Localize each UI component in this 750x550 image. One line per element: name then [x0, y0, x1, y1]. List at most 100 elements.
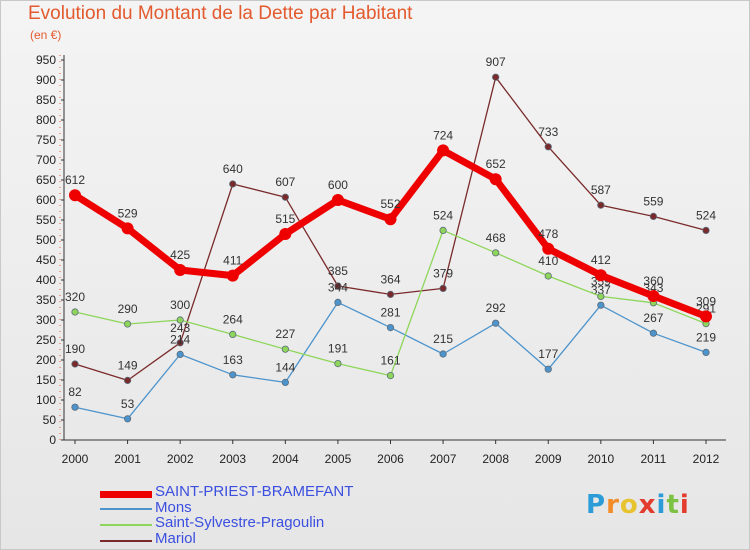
data-point-mons	[229, 371, 237, 379]
data-point-saint-sylvestre-pragoulin	[544, 272, 552, 280]
data-label-saint-sylvestre-pragoulin: 468	[486, 231, 506, 245]
y-tick-label: 200	[36, 353, 56, 367]
x-tick-label: 2006	[377, 452, 404, 466]
data-point-saint-sylvestre-pragoulin	[229, 330, 237, 338]
data-label-mons: 267	[643, 311, 663, 325]
logo-letter: o	[619, 490, 639, 520]
data-label-saint-sylvestre-pragoulin: 161	[380, 354, 400, 368]
data-point-mariol	[544, 143, 552, 151]
data-point-saint-priest-bramefant	[594, 269, 607, 282]
data-point-saint-priest-bramefant	[279, 228, 292, 240]
data-label-mariol: 587	[591, 183, 611, 197]
data-point-saint-sylvestre-pragoulin	[492, 249, 500, 257]
data-label-saint-sylvestre-pragoulin: 300	[170, 298, 190, 312]
data-point-mariol	[123, 376, 132, 384]
data-point-saint-sylvestre-pragoulin	[334, 359, 342, 368]
data-label-mons: 144	[275, 360, 295, 374]
data-label-saint-priest-bramefant: 411	[223, 254, 242, 268]
data-label-mariol: 364	[380, 272, 400, 286]
data-label-mons: 214	[170, 332, 190, 346]
y-tick-label: 400	[36, 273, 56, 287]
proxiti-logo: Proxiti	[586, 490, 690, 520]
y-tick-label: 550	[36, 213, 56, 227]
data-label-mariol: 907	[486, 55, 506, 69]
y-tick-label: 700	[36, 153, 56, 167]
data-point-saint-sylvestre-pragoulin	[281, 345, 289, 353]
data-label-saint-priest-bramefant: 600	[328, 178, 348, 192]
data-label-mons: 281	[380, 306, 400, 320]
legend-swatch-saint-priest-bramefant	[100, 491, 152, 498]
logo-letter: x	[638, 490, 657, 520]
data-point-saint-priest-bramefant	[174, 264, 187, 276]
x-tick-label: 2000	[62, 452, 89, 466]
data-label-saint-sylvestre-pragoulin: 524	[433, 208, 453, 222]
data-label-mariol: 524	[696, 208, 716, 222]
data-point-saint-priest-bramefant	[226, 269, 239, 282]
x-tick-label: 2011	[641, 452, 667, 466]
legend-label-mariol: Mariol	[155, 530, 196, 547]
data-point-saint-priest-bramefant	[647, 290, 660, 302]
y-tick-label: 450	[36, 253, 56, 267]
data-point-mariol	[334, 282, 342, 290]
data-label-mariol: 733	[538, 125, 558, 139]
data-point-saint-priest-bramefant	[542, 242, 555, 255]
data-point-saint-priest-bramefant	[489, 173, 502, 186]
data-point-saint-priest-bramefant	[69, 189, 81, 202]
data-label-mariol: 190	[65, 342, 85, 356]
data-label-saint-priest-bramefant: 515	[275, 212, 295, 226]
data-point-mariol	[281, 193, 289, 201]
data-point-saint-priest-bramefant	[437, 144, 450, 157]
data-label-saint-priest-bramefant: 309	[696, 294, 716, 308]
data-point-saint-sylvestre-pragoulin	[386, 371, 395, 380]
data-point-mariol	[229, 180, 237, 188]
data-point-saint-priest-bramefant	[121, 222, 134, 235]
data-label-mons: 219	[696, 330, 716, 344]
data-label-mariol: 385	[328, 264, 348, 278]
y-tick-label: 300	[36, 313, 56, 327]
data-point-mariol	[597, 201, 605, 209]
data-label-mons: 215	[433, 332, 453, 346]
x-tick-label: 2002	[167, 452, 194, 466]
y-tick-label: 750	[36, 133, 56, 147]
data-label-saint-priest-bramefant: 478	[538, 227, 558, 241]
data-label-saint-priest-bramefant: 425	[170, 248, 190, 262]
chart-title: Evolution du Montant de la Dette par Hab…	[28, 3, 413, 24]
data-label-saint-priest-bramefant: 652	[486, 157, 506, 171]
data-label-saint-priest-bramefant: 529	[118, 206, 138, 220]
y-tick-label: 50	[43, 413, 57, 427]
data-label-mons: 292	[486, 301, 506, 315]
data-label-mons: 177	[538, 347, 558, 361]
data-label-saint-sylvestre-pragoulin: 264	[223, 312, 243, 326]
data-point-mariol	[649, 212, 658, 220]
data-label-mariol: 379	[433, 266, 453, 280]
data-point-mariol	[71, 360, 79, 368]
data-label-saint-priest-bramefant: 724	[433, 128, 453, 142]
data-point-mons	[492, 319, 500, 327]
data-point-mons	[439, 350, 447, 358]
x-tick-label: 2009	[535, 452, 562, 466]
data-point-mons	[176, 350, 184, 358]
data-label-mons: 163	[223, 353, 243, 367]
y-tick-label: 0	[49, 433, 56, 447]
data-label-saint-sylvestre-pragoulin: 290	[118, 302, 138, 316]
data-point-saint-sylvestre-pragoulin	[439, 226, 447, 234]
x-tick-label: 2001	[114, 452, 141, 466]
x-tick-label: 2004	[272, 452, 299, 466]
legend-label-saint-priest-bramefant: SAINT-PRIEST-BRAMEFANT	[155, 483, 354, 500]
legend-label-saint-sylvestre-pragoulin: Saint-Sylvestre-Pragoulin	[155, 514, 325, 531]
data-label-mons: 82	[68, 385, 82, 399]
data-point-mons	[597, 301, 605, 309]
logo-letter: i	[679, 490, 690, 520]
logo-letter: P	[586, 490, 607, 520]
y-tick-label: 500	[36, 233, 56, 247]
data-label-mariol: 607	[275, 175, 295, 189]
data-point-mariol	[176, 339, 184, 347]
unit-label: (en €)	[30, 28, 62, 42]
data-point-mariol	[386, 290, 395, 298]
data-label-mariol: 149	[118, 358, 138, 372]
y-tick-label: 950	[36, 53, 56, 67]
data-point-mariol	[439, 284, 447, 292]
data-point-mons	[281, 378, 289, 386]
data-point-saint-sylvestre-pragoulin	[123, 320, 132, 328]
